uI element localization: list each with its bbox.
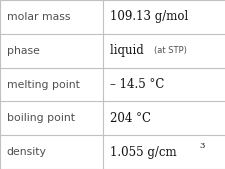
- Text: phase: phase: [7, 46, 39, 56]
- Text: 204 °C: 204 °C: [109, 112, 150, 125]
- Text: liquid: liquid: [109, 44, 150, 57]
- Text: density: density: [7, 147, 46, 157]
- Text: 3: 3: [198, 142, 203, 150]
- Text: boiling point: boiling point: [7, 113, 74, 123]
- Text: molar mass: molar mass: [7, 12, 70, 22]
- Text: – 14.5 °C: – 14.5 °C: [109, 78, 163, 91]
- Text: (at STP): (at STP): [153, 46, 186, 55]
- Text: melting point: melting point: [7, 79, 79, 90]
- Text: 109.13 g/mol: 109.13 g/mol: [109, 10, 187, 23]
- Text: 1.055 g/cm: 1.055 g/cm: [109, 146, 176, 159]
